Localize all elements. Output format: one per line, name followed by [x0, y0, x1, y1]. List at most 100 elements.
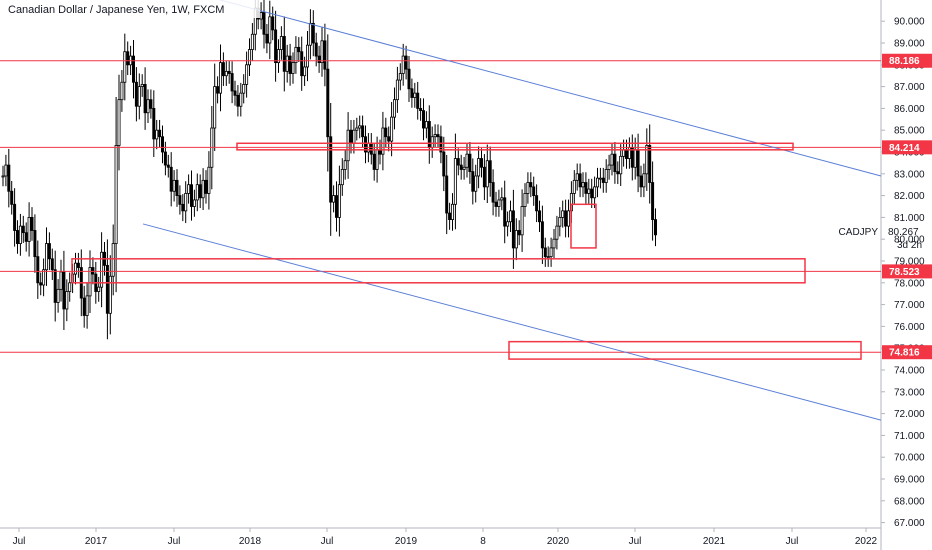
candle-body [459, 164, 463, 170]
candle-body [82, 297, 86, 316]
candle-body [479, 158, 483, 168]
candle-body [433, 134, 437, 138]
candle-body [410, 88, 414, 98]
candle-body [30, 216, 34, 231]
candle-body [192, 199, 196, 207]
candle-body [74, 262, 78, 275]
candle-body [279, 36, 283, 50]
candle-body [532, 186, 536, 197]
candle-body [216, 86, 220, 94]
candle-body [247, 49, 251, 66]
x-tick-label: Jul [321, 536, 334, 547]
candle-body [239, 92, 243, 107]
candle-body [598, 177, 602, 180]
candle-body [633, 149, 637, 168]
candle-body [62, 271, 66, 310]
candle-body [65, 291, 69, 310]
price-badge-label: 78.523 [889, 267, 920, 278]
candle-body [375, 149, 379, 170]
candle-body [439, 136, 443, 153]
candle-body [242, 84, 246, 94]
candle-body [276, 49, 280, 64]
candle-body [613, 153, 617, 173]
y-tick-label: 78.000 [894, 278, 925, 289]
candle-body [294, 46, 298, 64]
candle-body [575, 173, 579, 181]
candle-body [442, 151, 446, 177]
candle-body [317, 55, 321, 64]
candle-body [610, 153, 614, 166]
price-badge-label: 84.214 [889, 143, 920, 154]
candle-body [143, 84, 147, 114]
upper-trendline [218, 0, 882, 177]
candle-body [227, 70, 231, 74]
candle-body [540, 221, 544, 249]
candle-body [456, 158, 460, 166]
candle-body [424, 121, 428, 129]
candle-body [511, 210, 515, 249]
x-tick-label: 2021 [703, 536, 726, 547]
candle-body [152, 108, 156, 140]
candle-body [416, 92, 420, 109]
candle-body [558, 216, 562, 227]
candle-body [114, 145, 118, 244]
zone-box [71, 258, 806, 284]
y-tick-label: 83.000 [894, 169, 925, 180]
candle-body [413, 92, 417, 98]
candle-body [233, 90, 237, 96]
candle-body [149, 99, 153, 109]
candle-body [503, 197, 507, 227]
price-badge [882, 140, 932, 155]
x-tick-label: Jul [786, 536, 799, 547]
candle-body [274, 29, 278, 64]
candle-body [358, 125, 362, 129]
candle-body [491, 182, 495, 203]
candle-body [271, 16, 275, 31]
candle-body [517, 230, 521, 236]
candle-body [604, 169, 608, 183]
candle-body [642, 173, 646, 188]
candle-body [163, 151, 167, 166]
candle-body [297, 46, 301, 53]
candle-body [59, 271, 63, 290]
candle-body [607, 164, 611, 170]
candle-body [311, 22, 315, 44]
candle-body [155, 129, 159, 140]
y-tick-label: 89.000 [894, 39, 925, 50]
candle-body [616, 171, 620, 175]
candle-body [120, 81, 124, 101]
y-tick-label: 90.000 [894, 17, 925, 28]
candle-body [126, 51, 130, 66]
x-tick-label: Jul [168, 536, 181, 547]
candle-body [572, 179, 576, 194]
candle-body [448, 212, 452, 220]
candle-body [18, 225, 22, 244]
candle-body [349, 129, 353, 144]
candle-body [590, 188, 594, 199]
candle-body [361, 125, 365, 138]
candle-body [619, 155, 623, 175]
x-tick-label: 2022 [855, 536, 878, 547]
candle-body [465, 153, 469, 168]
candle-body [4, 164, 8, 177]
candle-body [474, 175, 478, 192]
candle-body [535, 195, 539, 212]
candle-body [346, 129, 350, 162]
y-tick-label: 74.000 [894, 366, 925, 377]
candle-body [326, 68, 330, 138]
candle-body [181, 203, 185, 212]
candle-body [27, 216, 31, 242]
candle-body [314, 42, 318, 57]
candle-body [288, 55, 292, 74]
candle-body [213, 86, 217, 129]
candle-body [520, 206, 524, 236]
candle-body [250, 33, 254, 50]
candle-body [651, 182, 655, 220]
candle-body [419, 108, 423, 111]
y-tick-label: 81.000 [894, 213, 925, 224]
price-badge [882, 53, 932, 68]
candle-body [97, 286, 101, 292]
candle-body [477, 158, 481, 177]
candle-body [111, 243, 115, 277]
